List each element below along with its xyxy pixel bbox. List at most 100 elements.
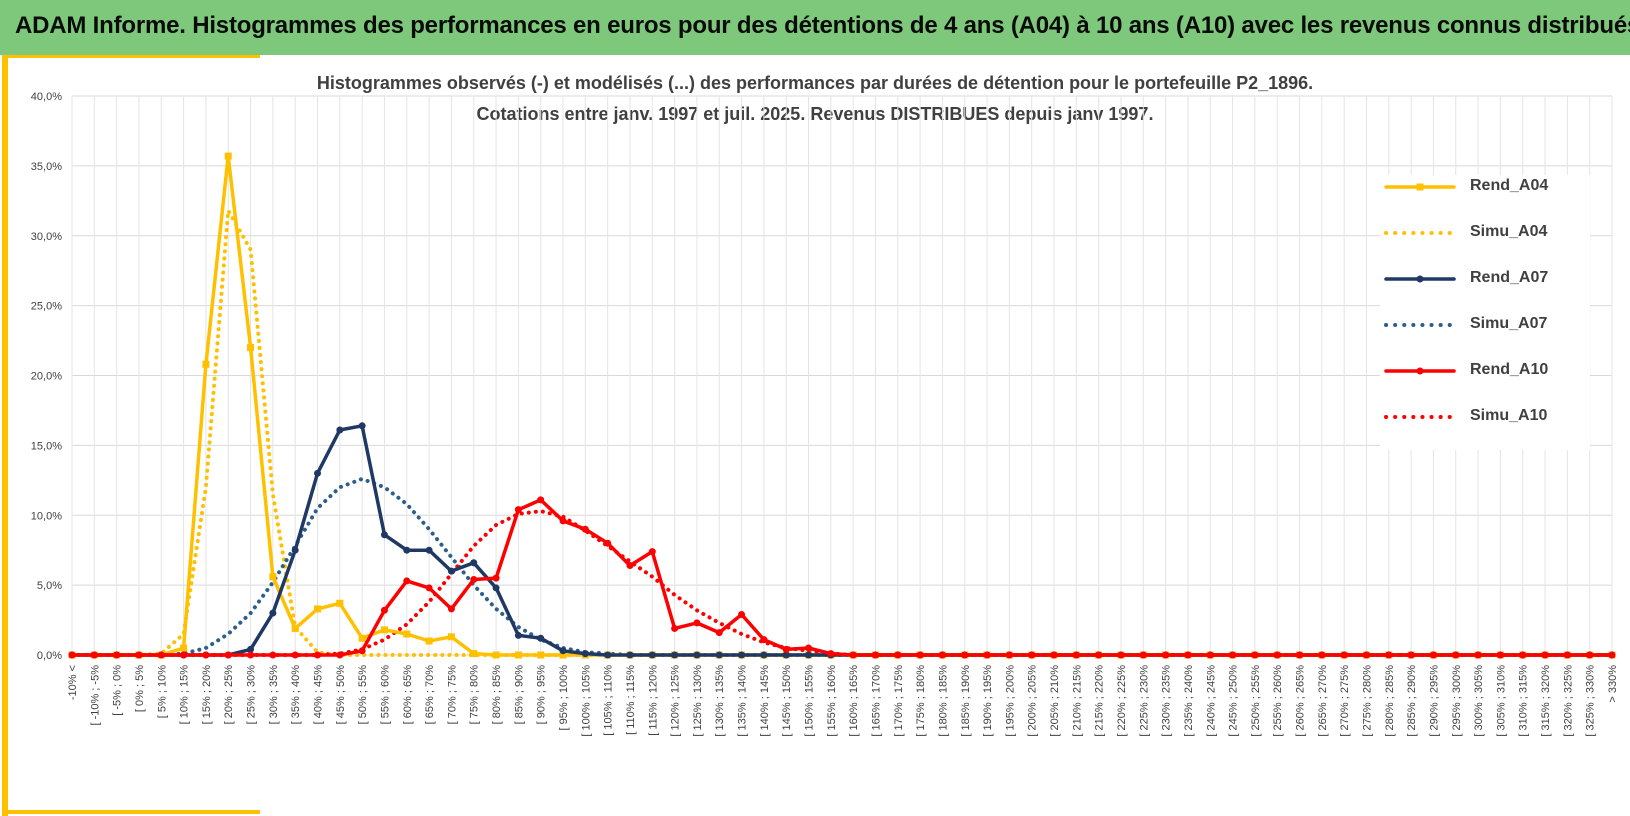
x-tick-label: [ 305% ; 310% [1495,665,1507,737]
data-point [291,546,299,554]
x-tick-label: [ 190% ; 195% [982,665,994,737]
data-point [447,605,455,613]
data-point [604,539,612,547]
data-point [805,644,813,652]
legend-item: Rend_A10 [1380,359,1590,383]
x-tick-label: [ 175% ; 180% [915,665,927,737]
data-point [113,651,121,659]
data-point [247,344,255,352]
data-point [425,637,433,645]
x-tick-label: [ 20% ; 25% [223,665,235,725]
x-tick-label: [ 205% ; 210% [1049,665,1061,737]
x-tick-label: [ 185% ; 190% [960,665,972,737]
data-point [559,647,567,655]
data-point [537,651,545,659]
legend-swatch [1384,323,1456,327]
data-point [202,360,210,368]
data-point [514,631,522,639]
data-point [1340,651,1348,659]
x-tick-label: [ 200% ; 205% [1027,665,1039,737]
y-tick-label: 15,0% [31,440,62,452]
data-point [782,645,790,653]
x-tick-label: [ 310% ; 315% [1518,665,1530,737]
data-point [492,574,500,582]
x-tick-label: [ 75% ; 80% [469,665,481,725]
legend-item: Simu_A07 [1380,313,1590,337]
data-point [1251,651,1259,659]
data-point [1429,651,1437,659]
x-tick-label: [ 165% ; 170% [870,665,882,737]
data-point [626,562,634,570]
y-tick-label: 30,0% [31,231,62,243]
data-point [90,651,98,659]
data-point [514,651,522,659]
y-tick-label: 25,0% [31,301,62,313]
series-line [70,498,1614,657]
x-tick-label: [ 230% ; 235% [1161,665,1173,737]
accent-bar-left [2,55,8,816]
data-point [314,651,322,659]
accent-bar-top [2,55,260,58]
data-point [581,525,589,533]
data-point [1318,651,1326,659]
data-point [916,651,924,659]
data-point [1541,651,1549,659]
data-point [403,577,411,585]
data-point [559,517,567,525]
data-point [581,650,589,658]
data-point [380,606,388,614]
x-tick-label: [ 5% ; 10% [156,665,168,718]
data-point [492,651,500,659]
data-point [805,651,813,659]
x-tick-label: [ 25% ; 30% [246,665,258,725]
data-point [1519,651,1527,659]
legend-swatch [1384,367,1456,375]
x-tick-label: [ 250% ; 255% [1250,665,1262,737]
x-tick-label: [ 150% ; 155% [804,665,816,737]
x-tick-label: [ 245% ; 250% [1228,665,1240,737]
legend-swatch [1384,275,1456,283]
data-point [782,651,790,659]
data-point [224,152,232,160]
legend: Rend_A04 Simu_A04 Rend_A07 Simu_A07 Rend_A10… [1380,175,1590,450]
data-point [447,567,455,575]
data-point [871,651,879,659]
x-axis-ticks: -10% < [ -10% ; -5% [ -5% ; 0% [ 0% ; 5% [ 5… [67,665,1619,737]
x-tick-label: [ 135% ; 140% [737,665,749,737]
x-tick-label: [ 240% ; 245% [1205,665,1217,737]
data-point [1162,651,1170,659]
page-title: ADAM Informe. Histogrammes des performan… [15,12,1630,39]
data-point [1385,651,1393,659]
data-point [470,559,478,567]
x-tick-label: [ 320% ; 325% [1562,665,1574,737]
data-point [336,599,344,607]
data-point [470,650,478,658]
data-point [1117,651,1125,659]
data-point [648,548,656,556]
x-tick-label: [ 235% ; 240% [1183,665,1195,737]
data-point [314,469,322,477]
y-tick-label: 10,0% [31,510,62,522]
data-point [983,651,991,659]
data-point [1362,651,1370,659]
x-tick-label: [ 220% ; 225% [1116,665,1128,737]
data-point [202,651,210,659]
legend-label: Rend_A04 [1470,177,1549,194]
x-tick-label: [ 105% ; 110% [603,665,615,736]
data-point [626,651,634,659]
data-point [1608,651,1616,659]
data-point [1139,651,1147,659]
x-tick-label: [ 265% ; 270% [1317,665,1329,737]
data-point [559,651,567,659]
y-tick-label: 35,0% [31,161,62,173]
x-tick-label: [ 65% ; 70% [424,665,436,725]
series-layer [68,152,1616,659]
legend-swatch [1384,183,1456,191]
x-tick-label: [ 270% ; 275% [1339,665,1351,737]
x-tick-label: [ 160% ; 165% [848,665,860,737]
data-point [403,630,411,638]
data-point [247,651,255,659]
series-Rend_A10 [68,496,1616,659]
data-point [715,651,723,659]
data-point [358,647,366,655]
